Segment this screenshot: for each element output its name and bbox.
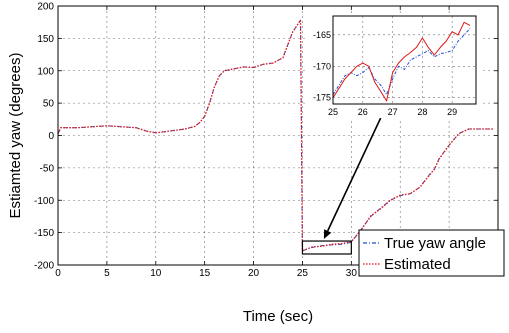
- zoom-arrow: [326, 117, 382, 232]
- y-tick-label: 150: [37, 34, 54, 45]
- y-tick-label: -200: [34, 261, 54, 272]
- y-tick-label: 200: [37, 2, 54, 13]
- inset-y-tick-label: -170: [313, 61, 331, 71]
- x-tick-label: 15: [199, 268, 211, 279]
- inset-x-tick-label: 28: [417, 107, 427, 117]
- main-lines: [57, 19, 494, 252]
- inset-lines: [332, 21, 471, 102]
- x-tick-label: 10: [150, 268, 162, 279]
- main-ticks: [57, 5, 499, 266]
- x-tick-label: 5: [104, 268, 110, 279]
- x-axis-title: Time (sec): [243, 308, 313, 325]
- inset-series-line-estimated: [332, 21, 471, 102]
- inset-y-tick-label: -175: [313, 93, 331, 103]
- inset-x-tick-label: 29: [447, 107, 457, 117]
- y-axis-title: Estiamted yaw (degrees): [7, 53, 24, 219]
- x-tick-label: 25: [297, 268, 309, 279]
- series-line-estimated: [57, 19, 494, 252]
- x-tick-label: 0: [55, 268, 61, 279]
- inset-y-tick-label: -165: [313, 30, 331, 40]
- x-tick-label: 20: [248, 268, 260, 279]
- zoom-arrow-head: [323, 229, 332, 240]
- zoom-region-box: [301, 240, 352, 255]
- y-tick-label: 100: [37, 66, 54, 77]
- legend: True yaw angle Estimated: [358, 229, 505, 277]
- inset-series-line-true-yaw: [332, 28, 471, 96]
- inset-grid: [332, 16, 476, 104]
- inset-x-tick-label: 26: [358, 107, 368, 117]
- y-tick-label: 0: [48, 131, 54, 142]
- inset-tick-labels: 25 26 27 28 29 -165 -170 -175: [313, 30, 457, 117]
- y-tick-label: -150: [34, 228, 54, 239]
- y-tick-label: 50: [43, 99, 55, 110]
- y-tick-label: -100: [34, 196, 54, 207]
- legend-box: [358, 229, 505, 277]
- y-tick-label: -50: [40, 163, 55, 174]
- inset-plot-frame: [332, 15, 477, 105]
- legend-label-estimated: Estimated: [384, 256, 451, 273]
- legend-label-true-yaw: True yaw angle: [384, 235, 486, 252]
- inset-x-tick-label: 27: [388, 107, 398, 117]
- inset-x-tick-label: 25: [328, 107, 338, 117]
- x-tick-label: 30: [346, 268, 358, 279]
